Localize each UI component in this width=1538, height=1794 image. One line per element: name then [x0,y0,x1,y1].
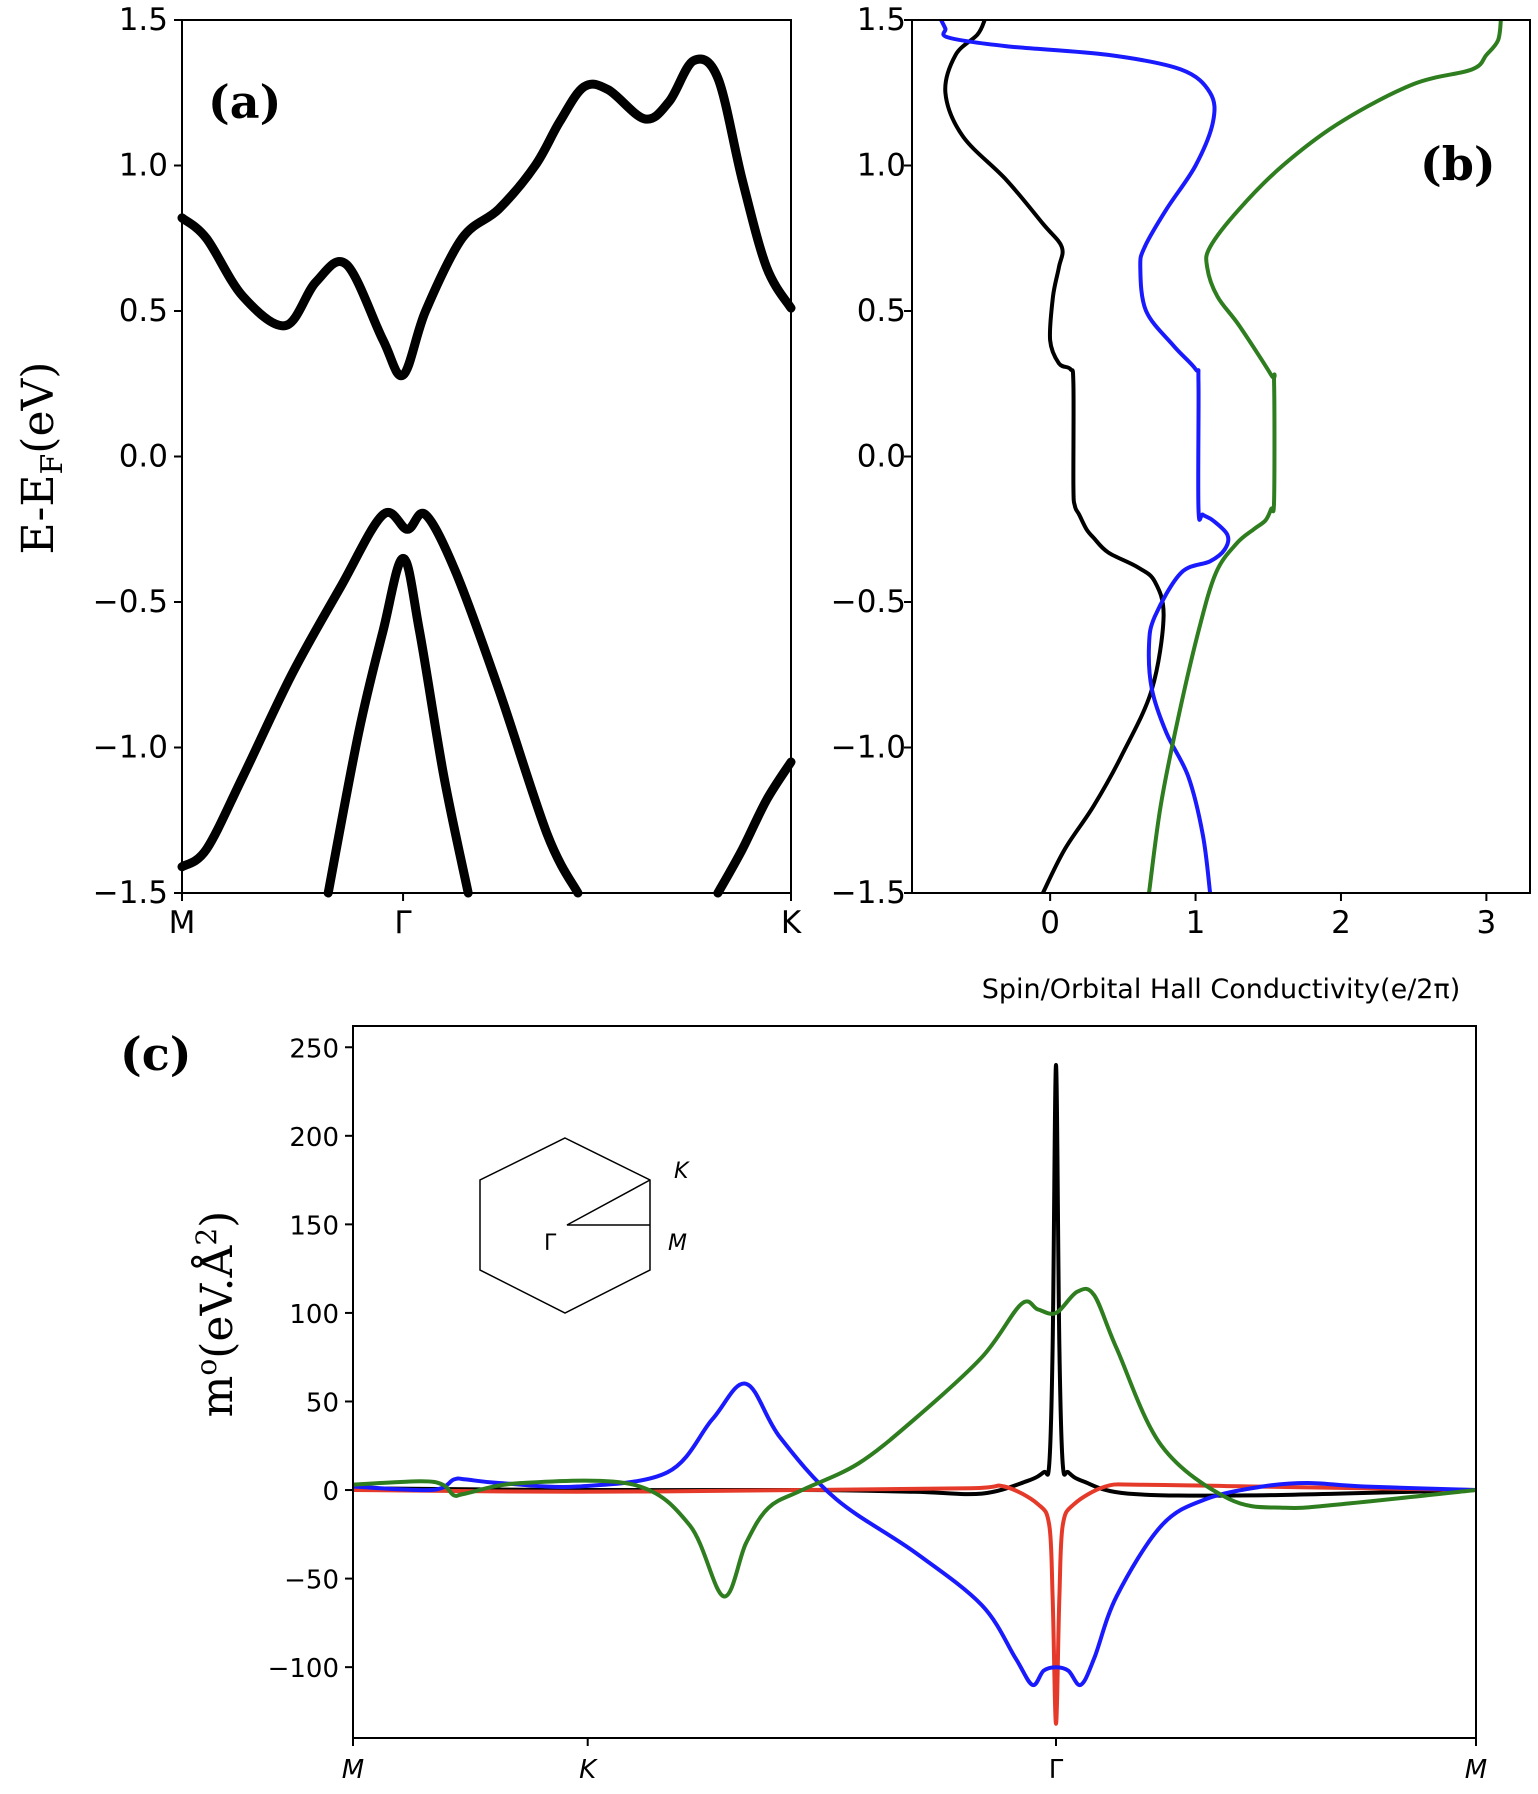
panel-a-series-valence-band-1 [177,508,583,898]
panel-c-ytick-label: −100 [268,1654,339,1684]
panel-a-series-conduction-band [177,54,796,381]
panel-c-ytick-label: 0 [322,1477,339,1507]
panel-c-ylabel-unit: (eV.Å [190,1244,243,1358]
panel-b-xtick-label: 3 [1477,905,1497,941]
panel-c-xtick-label: M [1465,1755,1487,1785]
inset-label-gamma: Γ [544,1231,557,1256]
panel-c-ytick-label: 150 [289,1211,339,1241]
panel-c-series-green [353,1286,1476,1599]
panel-a-ylabel-sub: F [35,454,70,475]
panel-b-ytick-label: 1.0 [857,148,906,184]
panel-c-ytick-label: 50 [306,1388,339,1418]
brillouin-zone-path [566,1179,651,1226]
panel-a-ytick-label: 1.0 [119,148,168,184]
panel-b-x-ticks: 0 1 2 3 [1040,893,1496,941]
panel-b-xtick-label: 0 [1040,905,1060,941]
panel-c-ylabel-sup: o [190,1359,223,1376]
panel-b-xtick-label: 2 [1331,905,1351,941]
panel-b-ytick-label: −1.0 [831,730,906,766]
panel-c-series-blue [353,1381,1476,1687]
inset-label-m: M [668,1231,687,1256]
panel-c-xtick-label: M [342,1755,364,1785]
panel-c-ytick-label: 250 [289,1034,339,1064]
panel-b-curves [939,20,1503,893]
panel-a-ytick-label: 0.0 [119,439,168,475]
panel-b-series-green [1147,20,1503,893]
panel-b: 1.5 1.0 0.5 0.0 −0.5 −1.0 −1.5 0 1 2 3 (b) Spin/O… [831,2,1531,1005]
panel-b-series-black [943,20,1166,893]
panel-b-ytick-label: 1.5 [857,2,906,38]
panel-c-ylabel-close: ) [192,1211,243,1228]
panel-c-ytick-label: 200 [289,1123,339,1153]
panel-c-ylabel-main: m [192,1376,243,1418]
panel-a-y-ticks: 1.5 1.0 0.5 0.0 −0.5 −1.0 −1.5 [93,2,182,911]
panel-c-y-axis-label: mo(eV.Å2) [190,1211,243,1418]
panel-a-ytick-label: −1.5 [93,875,168,911]
panel-a-series-valence-band-2 [323,553,473,898]
panel-a-ytick-label: 1.5 [119,2,168,38]
panel-b-label: (b) [1420,137,1496,191]
panel-a-label: (a) [208,75,281,129]
panel-c-ylabel-sup2: 2 [190,1228,223,1246]
panel-c-label: (c) [120,1027,192,1081]
panel-a-bands [177,54,796,898]
panel-a-xtick-label: Γ [394,905,412,941]
brillouin-zone-inset: K Γ M [479,1137,690,1314]
panel-a-ytick-label: −1.0 [93,730,168,766]
panel-b-ytick-label: 0.0 [857,439,906,475]
panel-a: 1.5 1.0 0.5 0.0 −0.5 −1.0 −1.5 M Γ K (a) E-EF(eV… [13,2,802,941]
panel-a-y-axis-label: E-EF(eV) [13,362,70,555]
panel-a-ylabel-main: E-E [13,475,64,555]
panel-b-ytick-label: 0.5 [857,293,906,329]
panel-a-frame [181,19,792,894]
panel-c-xtick-label: K [579,1755,598,1785]
panel-c-y-ticks: 250 200 150 100 50 0 −50 −100 [268,1034,353,1684]
panel-c-ytick-label: 100 [289,1300,339,1330]
panel-b-x-axis-label: Spin/Orbital Hall Conductivity(e/2π) [982,974,1461,1005]
panel-a-xtick-label: M [169,905,196,941]
panel-c-frame [352,1025,1477,1739]
panel-b-ytick-label: −1.5 [831,875,906,911]
panel-a-ytick-label: 0.5 [119,293,168,329]
inset-label-k: K [674,1159,690,1184]
panel-c-xtick-label: Γ [1049,1755,1064,1785]
panel-a-ytick-label: −0.5 [93,584,168,620]
panel-a-ylabel-unit: (eV) [13,362,64,454]
panel-c-series-black [353,1063,1476,1498]
panel-c-ytick-label: −50 [284,1566,339,1596]
panel-b-xtick-label: 1 [1186,905,1206,941]
panel-c-curves [353,1063,1476,1726]
panel-a-series-band-near-K [713,757,796,898]
panel-b-ytick-label: −0.5 [831,584,906,620]
panel-b-series-blue [939,20,1231,893]
panel-a-xtick-label: K [781,905,802,941]
panel-b-y-ticks: 1.5 1.0 0.5 0.0 −0.5 −1.0 −1.5 [831,2,912,911]
panel-c-series-red [353,1482,1476,1726]
